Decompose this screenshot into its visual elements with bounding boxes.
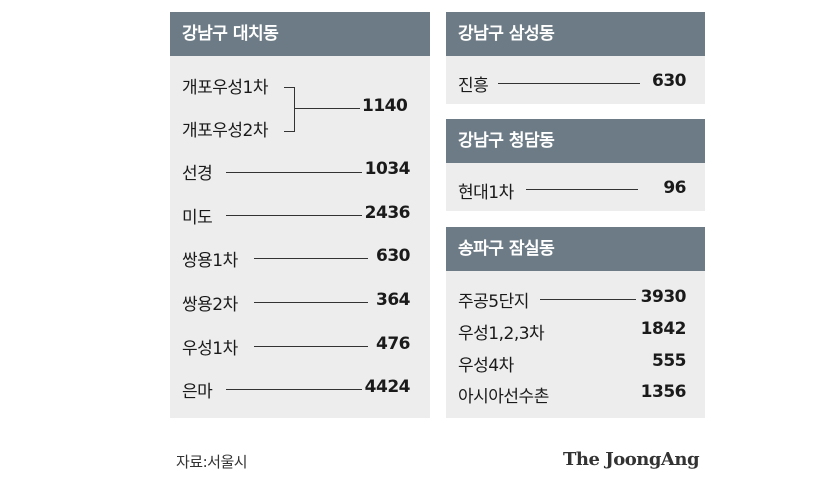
row-value: 1356 xyxy=(640,382,687,402)
row-value: 1842 xyxy=(640,319,687,339)
row-label: 개포우성2차 xyxy=(182,121,269,141)
row-label: 진흥 xyxy=(458,76,489,96)
row-value: 4424 xyxy=(364,377,411,397)
row-label: 우성1,2,3차 xyxy=(458,324,545,344)
row-label: 선경 xyxy=(182,164,213,184)
row-label: 쌍용2차 xyxy=(182,295,238,315)
row-value: 2436 xyxy=(364,203,411,223)
row-label: 주공5단지 xyxy=(458,292,529,312)
leader-line xyxy=(226,389,362,390)
leader-line xyxy=(254,258,368,259)
row-label: 개포우성1차 xyxy=(182,78,269,98)
panel-jamsil: 송파구 잠실동 주공5단지 3930 우성1,2,3차 1842 우성4차 55… xyxy=(446,227,705,418)
leader-line xyxy=(540,299,636,300)
panel-daechi: 강남구 대치동 개포우성1차 개포우성2차 1140 선경 1034 미도 24… xyxy=(170,12,430,418)
row-value: 364 xyxy=(376,290,411,310)
leader-line xyxy=(498,83,640,84)
panel-title: 강남구 삼성동 xyxy=(446,12,705,56)
row-value: 1034 xyxy=(364,159,411,179)
source-note: 자료:서울시 xyxy=(176,453,248,471)
row-value: 476 xyxy=(376,334,411,354)
row-value: 630 xyxy=(376,246,411,266)
leader-line xyxy=(254,302,368,303)
leader-line xyxy=(226,215,362,216)
leader-line xyxy=(294,108,360,109)
row-label: 쌍용1차 xyxy=(182,251,238,271)
row-value: 555 xyxy=(652,351,687,371)
panel-title: 강남구 청담동 xyxy=(446,119,705,163)
row-label: 미도 xyxy=(182,208,213,228)
row-value: 96 xyxy=(663,178,686,198)
row-label: 은마 xyxy=(182,382,213,402)
row-label: 우성1차 xyxy=(182,339,238,359)
row-value: 1140 xyxy=(362,96,408,116)
leader-line xyxy=(254,346,368,347)
panel-cheongdam: 강남구 청담동 현대1차 96 xyxy=(446,119,705,211)
row-label: 아시아선수촌 xyxy=(458,387,549,407)
row-label: 현대1차 xyxy=(458,183,514,203)
row-label: 우성4차 xyxy=(458,356,514,376)
row-value: 3930 xyxy=(640,287,687,307)
panel-title: 송파구 잠실동 xyxy=(446,227,705,271)
panel-samsung: 강남구 삼성동 진흥 630 xyxy=(446,12,705,104)
row-value: 630 xyxy=(652,71,687,91)
bracket-connector xyxy=(284,87,295,132)
brand-logo: The JoongAng xyxy=(563,449,700,470)
leader-line xyxy=(226,172,362,173)
panel-title: 강남구 대치동 xyxy=(170,12,430,56)
leader-line xyxy=(526,189,638,190)
